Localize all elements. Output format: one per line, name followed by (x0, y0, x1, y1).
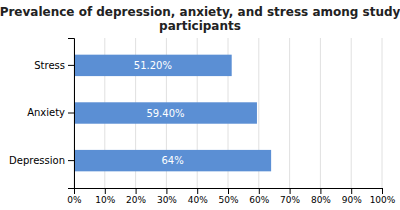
x-tick: 60% (249, 188, 269, 205)
y-tick-label: Depression (9, 155, 65, 166)
x-tick: 80% (311, 188, 331, 205)
x-tick: 50% (218, 188, 238, 205)
bar (74, 102, 257, 123)
x-tick-mark (197, 188, 198, 194)
title: Prevalence of depression, anxiety, and s… (0, 5, 400, 33)
x-tick-mark (351, 188, 352, 194)
y-tick-mark (68, 113, 74, 114)
x-tick: 40% (188, 188, 208, 205)
x-tick-mark (136, 188, 137, 194)
x-tick-mark (105, 188, 106, 194)
data-label: 59.40% (146, 108, 184, 119)
x-tick-mark (259, 188, 260, 194)
x-tick: 20% (126, 188, 146, 205)
chart: Prevalence of depression, anxiety, and s… (0, 0, 400, 210)
plot: 0% 10% 20% 30% 40% 50% 60% 70% 80% 90% 100% Stress A… (9, 38, 396, 205)
x-tick-label: 100% (370, 195, 396, 205)
x-tick-label: 0% (67, 195, 82, 205)
x-tick-label: 30% (157, 195, 177, 205)
data-label: 64% (161, 155, 183, 166)
x-tick-label: 80% (311, 195, 331, 205)
y-tick: Anxiety (27, 107, 74, 118)
x-tick-label: 40% (188, 195, 208, 205)
y-tick-label: Anxiety (27, 107, 65, 118)
y-tick: Stress (34, 60, 74, 71)
x-axis-line (75, 189, 383, 195)
grid (74, 38, 382, 188)
x-tick: 90% (342, 188, 362, 205)
x-axis: 0% 10% 20% 30% 40% 50% 60% 70% 80% 90% 100% (67, 188, 395, 205)
x-tick: 30% (157, 188, 177, 205)
x-tick-label: 10% (95, 195, 115, 205)
data-labels: 64% 59.40% 51.20% (134, 60, 185, 166)
x-tick: 70% (280, 188, 300, 205)
x-tick-mark (290, 188, 291, 194)
x-tick-mark (166, 188, 167, 194)
grid-line (351, 38, 352, 188)
x-tick-label: 20% (126, 195, 146, 205)
y-tick-label: Stress (34, 60, 65, 71)
y-tick: Depression (9, 155, 74, 166)
bar (74, 150, 271, 171)
bars (74, 55, 271, 172)
grid-line (382, 38, 383, 188)
title-line: participants (159, 19, 241, 33)
y-tick-mark (68, 65, 74, 66)
x-tick-label: 70% (280, 195, 300, 205)
y-axis: Stress Anxiety Depression (9, 39, 74, 189)
x-tick-mark (320, 188, 321, 194)
grid-line (320, 38, 321, 188)
grid-line (289, 38, 290, 188)
x-tick-label: 90% (342, 195, 362, 205)
x-tick: 0% (67, 188, 82, 205)
y-axis-line (68, 39, 75, 189)
x-tick: 100% (370, 188, 396, 205)
x-tick-label: 50% (218, 195, 238, 205)
x-tick-mark (382, 188, 383, 194)
data-label: 51.20% (134, 60, 172, 71)
bar (74, 55, 232, 76)
y-tick-mark (68, 160, 74, 161)
x-tick-label: 60% (249, 195, 269, 205)
x-tick: 10% (95, 188, 115, 205)
title-line: Prevalence of depression, anxiety, and s… (0, 5, 400, 19)
x-tick-mark (228, 188, 229, 194)
